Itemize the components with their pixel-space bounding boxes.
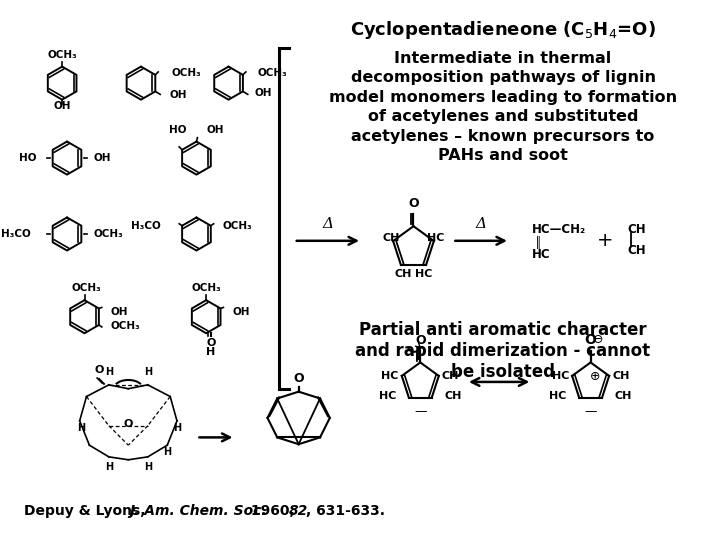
Text: HC—CH₂: HC—CH₂ xyxy=(532,222,586,235)
Text: O: O xyxy=(585,333,597,347)
Text: HC: HC xyxy=(415,268,433,279)
Text: of acetylenes and substituted: of acetylenes and substituted xyxy=(368,110,638,124)
Text: OCH₃: OCH₃ xyxy=(192,284,221,294)
Text: H: H xyxy=(173,423,181,433)
Text: OH: OH xyxy=(169,90,186,100)
Text: Depuy & Lyons,: Depuy & Lyons, xyxy=(24,504,150,518)
Text: CH: CH xyxy=(442,371,459,381)
Text: OCH₃: OCH₃ xyxy=(222,221,253,231)
Text: OH: OH xyxy=(255,88,272,98)
Text: be isolated: be isolated xyxy=(451,363,555,381)
Text: HC: HC xyxy=(532,248,551,261)
Text: O: O xyxy=(293,372,304,385)
Text: HO: HO xyxy=(169,125,186,135)
Text: +: + xyxy=(597,231,613,251)
Text: acetylenes – known precursors to: acetylenes – known precursors to xyxy=(351,129,654,144)
Text: CH: CH xyxy=(445,390,462,401)
Text: OCH₃: OCH₃ xyxy=(71,284,102,294)
Text: model monomers leading to formation: model monomers leading to formation xyxy=(329,90,677,105)
Text: 82: 82 xyxy=(289,504,308,518)
Text: OCH₃: OCH₃ xyxy=(111,321,140,332)
Text: H: H xyxy=(105,367,113,377)
Text: H: H xyxy=(105,462,113,471)
Text: OCH₃: OCH₃ xyxy=(171,69,201,78)
Text: O: O xyxy=(207,338,216,348)
Text: CH: CH xyxy=(615,390,632,401)
Text: HC: HC xyxy=(427,233,444,242)
Text: OH: OH xyxy=(53,102,71,111)
Text: OCH₃: OCH₃ xyxy=(94,229,123,239)
Text: CH: CH xyxy=(628,244,647,257)
Text: HC: HC xyxy=(379,390,396,401)
Text: OH: OH xyxy=(111,307,128,317)
Text: HC: HC xyxy=(382,371,399,381)
Text: OH: OH xyxy=(206,125,224,135)
Text: —: — xyxy=(414,404,426,417)
Text: H: H xyxy=(207,347,216,357)
Text: CH: CH xyxy=(628,222,647,235)
Text: OCH₃: OCH₃ xyxy=(258,69,287,78)
Text: CH: CH xyxy=(395,268,412,279)
Text: O: O xyxy=(124,419,133,429)
Text: Intermediate in thermal: Intermediate in thermal xyxy=(395,51,612,66)
Text: HO: HO xyxy=(19,153,37,163)
Text: ⊕: ⊕ xyxy=(590,369,600,382)
Text: H₃CO: H₃CO xyxy=(131,221,161,231)
Text: ║: ║ xyxy=(535,236,542,249)
Text: H: H xyxy=(144,367,152,377)
Text: decomposition pathways of lignin: decomposition pathways of lignin xyxy=(351,71,655,85)
Text: PAHs and soot: PAHs and soot xyxy=(438,148,568,163)
Text: Cyclopentadieneone (C$_5$H$_4$=O): Cyclopentadieneone (C$_5$H$_4$=O) xyxy=(350,19,656,41)
Text: and rapid dimerization - cannot: and rapid dimerization - cannot xyxy=(356,342,651,360)
Text: HC: HC xyxy=(552,371,569,381)
Text: O: O xyxy=(408,197,419,210)
Text: Δ: Δ xyxy=(475,217,486,231)
Text: OH: OH xyxy=(233,307,250,317)
Text: J. Am. Chem. Soc.: J. Am. Chem. Soc. xyxy=(130,504,267,518)
Text: H: H xyxy=(163,447,171,457)
Text: CH: CH xyxy=(383,233,400,242)
Text: CH: CH xyxy=(612,371,629,381)
Text: 1960,: 1960, xyxy=(246,504,300,518)
Text: O: O xyxy=(415,334,426,347)
Text: Partial anti aromatic character: Partial anti aromatic character xyxy=(359,321,647,339)
Text: H₃CO: H₃CO xyxy=(1,229,31,239)
Text: H: H xyxy=(144,462,152,471)
Text: H: H xyxy=(78,423,86,433)
Text: —: — xyxy=(585,404,597,417)
Text: O: O xyxy=(94,365,104,375)
Text: , 631-633.: , 631-633. xyxy=(307,504,385,518)
Text: OCH₃: OCH₃ xyxy=(48,50,77,60)
Text: OH: OH xyxy=(94,153,111,163)
Text: Δ: Δ xyxy=(323,217,333,231)
Text: HC: HC xyxy=(549,390,567,401)
Text: ⊖: ⊖ xyxy=(593,333,603,346)
